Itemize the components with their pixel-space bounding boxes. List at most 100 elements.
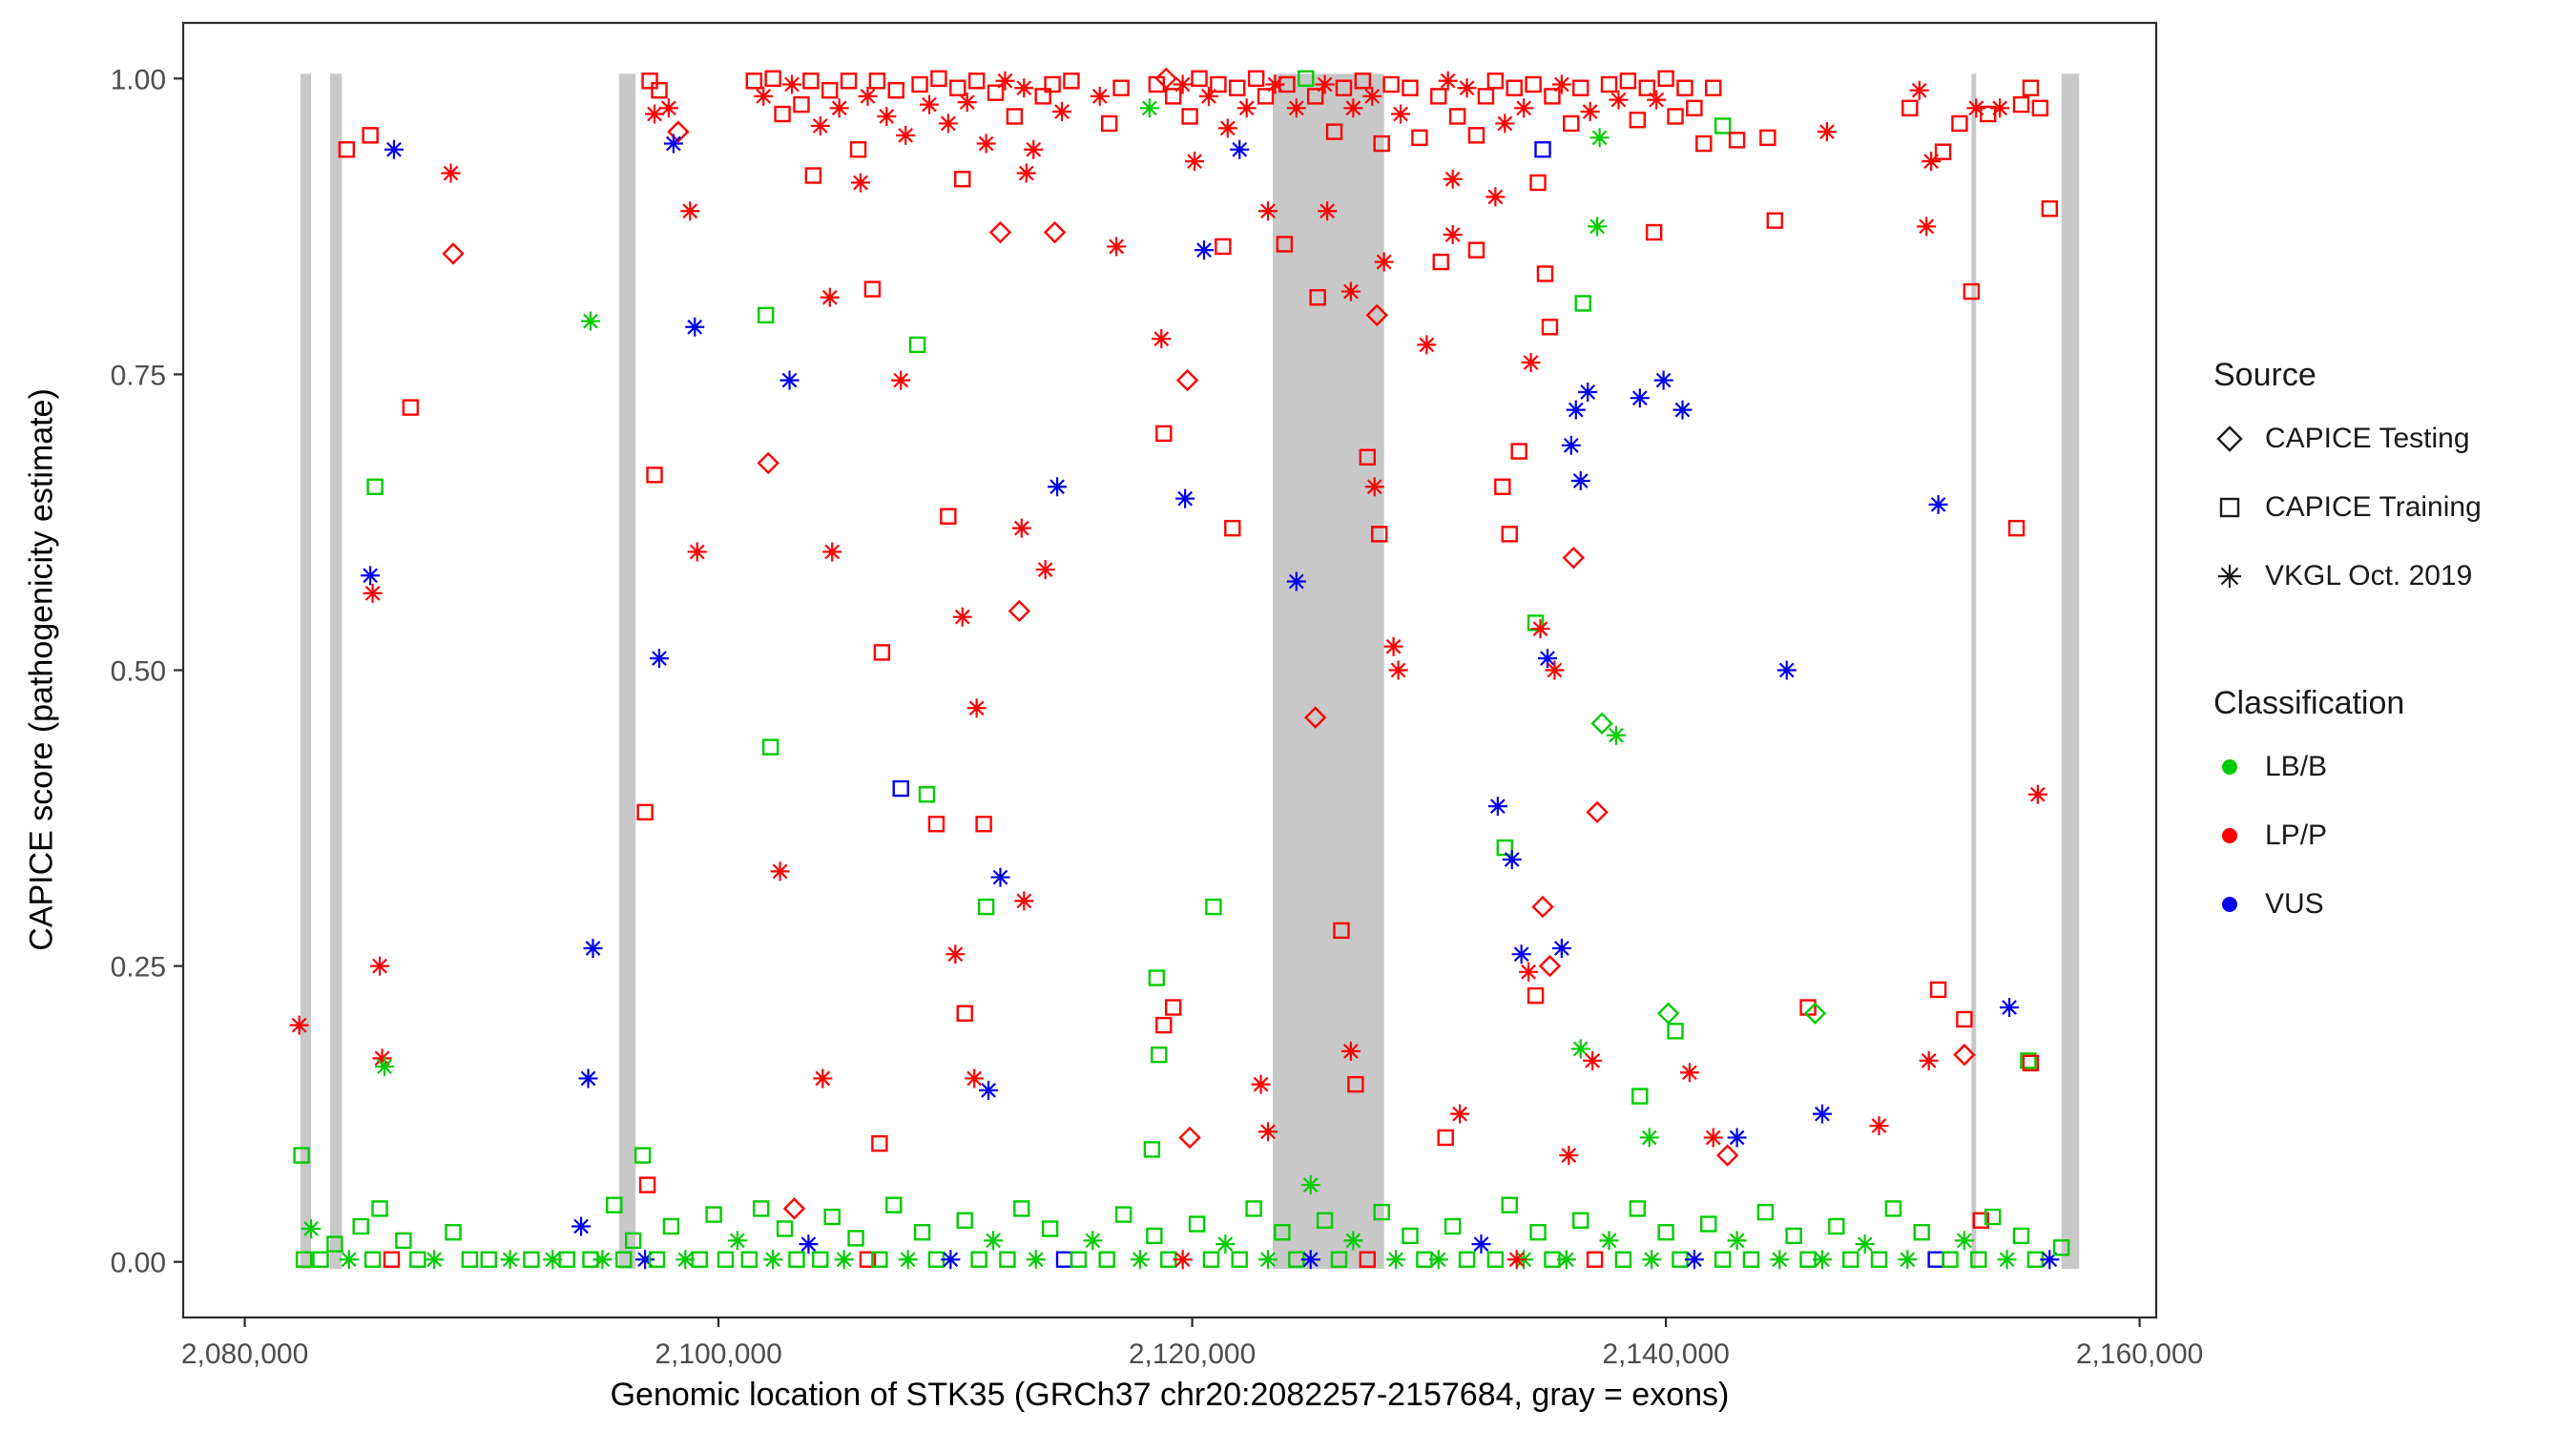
- data-point-diamond: [1715, 1144, 1739, 1167]
- data-point-square: [1155, 425, 1173, 443]
- data-point-square: [1330, 1251, 1348, 1268]
- data-point-square: [1728, 132, 1746, 149]
- data-point-square: [1373, 1203, 1390, 1221]
- data-point-square: [1629, 1200, 1647, 1217]
- data-point-square: [1229, 79, 1246, 96]
- data-point-square: [793, 95, 810, 114]
- data-point-diamond: [1562, 546, 1585, 570]
- data-point-asterisk: [1035, 560, 1055, 580]
- data-point-asterisk: [995, 71, 1015, 91]
- data-point-square: [1165, 999, 1182, 1016]
- data-point-square: [1572, 1212, 1589, 1229]
- data-point-square: [764, 70, 781, 87]
- data-point-asterisk: [500, 1250, 520, 1270]
- data-point-asterisk: [1195, 240, 1214, 260]
- data-point-square: [868, 73, 886, 90]
- data-point-square: [636, 803, 654, 821]
- data-point-square: [383, 1251, 401, 1268]
- data-point-asterisk: [1457, 78, 1477, 98]
- data-point-square: [1402, 1227, 1419, 1245]
- data-point-asterisk: [1026, 1250, 1046, 1270]
- data-point-asterisk: [1340, 281, 1361, 301]
- data-point-square: [1359, 1251, 1376, 1268]
- data-point-square: [1705, 79, 1722, 96]
- legend-item-vus: VUS: [2213, 870, 2566, 939]
- data-point-square: [956, 1212, 973, 1229]
- data-point-square: [871, 1134, 888, 1152]
- data-point-asterisk: [1997, 1250, 2017, 1270]
- data-point-asterisk: [1561, 435, 1581, 455]
- data-point-square: [1563, 114, 1580, 133]
- data-point-asterisk: [685, 317, 705, 337]
- data-point-square: [1913, 1223, 1930, 1241]
- data-point-square: [753, 1200, 770, 1217]
- data-point-square: [1529, 1223, 1547, 1241]
- data-point-square: [788, 1251, 805, 1268]
- data-point-asterisk: [990, 867, 1010, 887]
- legend-source-title: Source: [2213, 356, 2316, 393]
- data-point-diamond: [1538, 954, 1562, 978]
- data-point-asterisk: [1898, 1250, 1918, 1270]
- data-point-square: [1496, 839, 1513, 857]
- data-point-asterisk: [635, 1250, 655, 1270]
- data-point-square: [823, 1208, 841, 1226]
- data-point-square: [293, 1147, 310, 1164]
- data-point-square: [871, 1251, 888, 1268]
- data-point-asterisk: [1173, 1250, 1193, 1270]
- data-point-asterisk: [1428, 1250, 1448, 1270]
- data-point-square: [409, 1251, 426, 1268]
- data-point-asterisk: [1471, 1234, 1491, 1255]
- data-point-square: [1742, 1251, 1760, 1268]
- data-point-square: [804, 167, 822, 184]
- data-point-asterisk: [1639, 1128, 1659, 1148]
- data-point-square: [1215, 238, 1232, 256]
- data-point-diamond: [1365, 303, 1388, 327]
- data-point-square: [2022, 1054, 2040, 1072]
- exon-band: [1971, 73, 1977, 1270]
- data-point-asterisk: [1630, 388, 1650, 408]
- green-dot-icon: [2222, 759, 2237, 775]
- data-point-square: [364, 1251, 382, 1268]
- data-point-asterisk: [957, 93, 977, 113]
- y-tick-label: 0.00: [111, 1248, 166, 1279]
- data-point-square: [940, 508, 957, 525]
- data-point-square: [1619, 73, 1637, 90]
- data-point-square: [1063, 73, 1080, 90]
- data-point-square: [761, 738, 779, 756]
- data-point-asterisk: [1130, 1250, 1150, 1270]
- data-point-asterisk: [898, 1250, 918, 1270]
- data-point-square: [1191, 70, 1208, 87]
- data-point-square: [2022, 79, 2040, 96]
- data-point-asterisk: [1374, 252, 1394, 272]
- data-point-diamond: [1531, 895, 1554, 919]
- data-point-asterisk: [1606, 725, 1626, 745]
- data-point-asterisk: [1215, 1234, 1236, 1255]
- data-point-asterisk: [363, 583, 383, 603]
- data-point-square: [1402, 79, 1419, 96]
- data-point-asterisk: [645, 104, 665, 124]
- data-point-square: [911, 75, 928, 93]
- data-point-asterisk: [1286, 98, 1306, 118]
- data-point-square: [1274, 1223, 1291, 1241]
- data-point-square: [1165, 88, 1182, 105]
- data-point-asterisk: [1653, 370, 1673, 390]
- data-point-square: [2041, 200, 2058, 218]
- data-point-asterisk: [1703, 1128, 1723, 1148]
- data-point-asterisk: [2040, 1250, 2060, 1270]
- data-point-square: [366, 478, 384, 495]
- data-point-square: [1306, 88, 1324, 105]
- data-point-square: [1210, 75, 1227, 93]
- data-point-asterisk: [1556, 1250, 1576, 1270]
- data-point-square: [717, 1251, 735, 1268]
- data-point-square: [1100, 114, 1118, 133]
- data-point-asterisk: [1684, 1250, 1704, 1270]
- data-point-square: [1371, 526, 1388, 543]
- data-point-square: [1013, 1200, 1030, 1217]
- data-point-diamond: [988, 220, 1012, 244]
- data-point-square: [362, 127, 379, 144]
- data-point-asterisk: [952, 607, 972, 627]
- data-point-asterisk: [1570, 1039, 1590, 1059]
- legend-item-vkgl: VKGL Oct. 2019: [2213, 542, 2566, 611]
- data-point-square: [691, 1251, 708, 1268]
